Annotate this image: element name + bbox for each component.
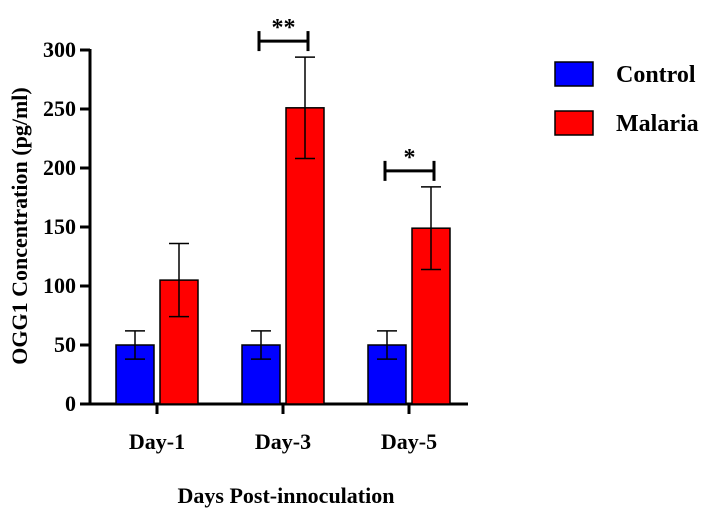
legend-swatch-malaria <box>554 110 594 136</box>
x-tick-label: Day-5 <box>381 429 437 454</box>
y-tick-label: 250 <box>43 96 76 121</box>
legend-label-control: Control <box>616 62 696 88</box>
y-tick-label: 200 <box>43 155 76 180</box>
x-tick-label: Day-1 <box>129 429 185 454</box>
significance-label: ** <box>272 15 296 41</box>
legend-swatch-control <box>554 61 594 87</box>
y-axis: 0 50 100 150 200 250 300 <box>43 37 92 416</box>
y-tick-label: 300 <box>43 37 76 62</box>
error-bars <box>125 56 441 360</box>
legend: Control Malaria <box>554 61 699 137</box>
y-tick-label: 50 <box>54 332 76 357</box>
y-tick-label: 100 <box>43 273 76 298</box>
x-axis-title: Days Post-innoculation <box>178 483 395 508</box>
x-axis: Day-1 Day-3 Day-5 <box>88 402 468 454</box>
significance-label: * <box>404 145 416 171</box>
y-axis-title: OGG1 Concentration (pg/ml) <box>7 87 32 364</box>
y-tick-label: 150 <box>43 214 76 239</box>
legend-label-malaria: Malaria <box>616 111 699 137</box>
x-tick-label: Day-3 <box>255 429 311 454</box>
bars <box>115 107 451 405</box>
y-tick-label: 0 <box>65 391 76 416</box>
significance-markers: *** <box>257 15 436 181</box>
